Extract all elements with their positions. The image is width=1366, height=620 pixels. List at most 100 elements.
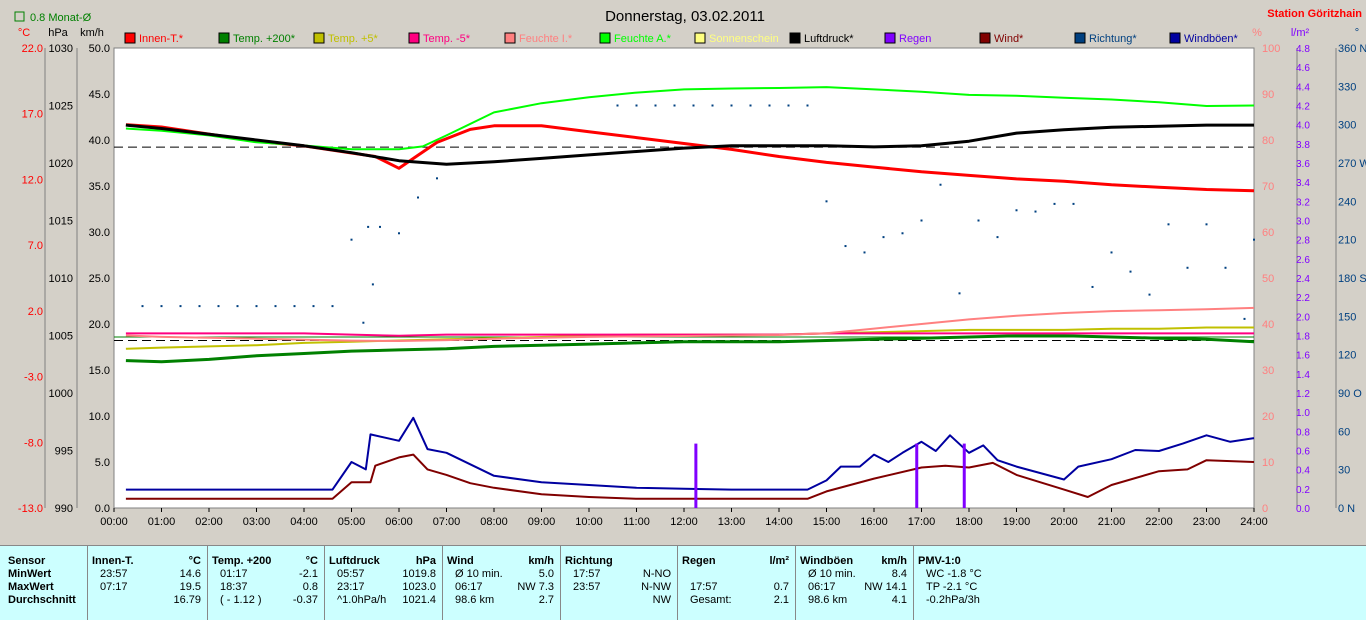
direction-point [236, 305, 239, 308]
tick-wind: 30.0 [89, 227, 110, 239]
direction-point [882, 236, 885, 239]
legend-swatch [1169, 32, 1181, 44]
x-tick-label: 03:00 [243, 516, 271, 528]
x-tick-label: 12:00 [670, 516, 698, 528]
series-line [125, 334, 1255, 364]
series-line [125, 453, 1255, 500]
tick-humidity: 50 [1262, 273, 1274, 285]
direction-point [863, 251, 866, 254]
stats-cell-label: Gesamt: [690, 594, 732, 606]
stats-cell-value: 5.0 [538, 568, 554, 580]
stats-cell-value: °C [305, 555, 318, 567]
stats-cell-label: 23:57 [100, 568, 128, 580]
legend-label: Wind* [994, 33, 1024, 45]
tick-rain: 3.6 [1296, 159, 1310, 170]
direction-point [825, 200, 828, 203]
stats-row [678, 567, 795, 581]
direction-point [692, 104, 695, 107]
stats-row: 98.6 km 2.7 [443, 593, 560, 607]
tick-direction: 0 N [1338, 503, 1355, 515]
direction-point [1072, 202, 1075, 205]
tick-rain: 2.4 [1296, 274, 1310, 285]
direction-point [1224, 266, 1227, 269]
direction-point [331, 305, 334, 308]
legend-label: Innen-T.* [139, 33, 184, 45]
stats-cell-label: Innen-T. [92, 555, 134, 567]
tick-direction: 60 [1338, 426, 1350, 438]
tick-rain: 1.6 [1296, 351, 1310, 362]
stats-header: Sensor [0, 554, 87, 568]
direction-point [730, 104, 733, 107]
tick-rain: 1.8 [1296, 332, 1310, 343]
stats-cell-value: l/m² [769, 555, 789, 567]
stats-cell-label: Ø 10 min. [455, 568, 503, 580]
stats-row: 01:17 -2.1 [208, 567, 324, 581]
legend-swatch [313, 32, 325, 44]
stats-cell-value: 16.79 [173, 594, 201, 606]
series-line [125, 306, 1255, 342]
tick-rain: 2.0 [1296, 312, 1310, 323]
tick-temp: 22.0 [22, 43, 43, 55]
stats-cell-value: -2.1 [299, 568, 318, 580]
stats-column: Regen l/m² 17:57 0.7 Gesamt: 2.1 [678, 546, 796, 620]
stats-cell-value: 19.5 [179, 581, 201, 593]
tick-humidity: 20 [1262, 411, 1274, 423]
x-tick-label: 14:00 [765, 516, 793, 528]
stats-cell-value: 4.1 [891, 594, 907, 606]
direction-point [417, 196, 419, 199]
direction-point [996, 236, 999, 239]
stats-cell-label: 98.6 km [455, 594, 495, 606]
tick-rain: 4.4 [1296, 82, 1310, 93]
direction-point [141, 305, 144, 308]
legend-label: Feuchte A.* [614, 33, 672, 45]
tick-rain: 3.0 [1296, 217, 1310, 228]
legend-label: Temp. +200* [233, 33, 296, 45]
legend-label: Feuchte I.* [519, 33, 573, 45]
direction-point [1253, 238, 1255, 241]
stats-cell-label: MaxWert [8, 581, 54, 593]
legend-swatch [884, 32, 896, 44]
stats-cell-label: -0.2hPa/3h [926, 594, 980, 606]
direction-point [179, 305, 182, 308]
stats-row: ^1.0hPa/h 1021.4 [325, 593, 442, 607]
stats-column: PMV-1:0 WC -1.8 °C TP -2.1 °C -0.2hPa/3h [914, 546, 1366, 620]
direction-point [1243, 317, 1246, 320]
station-label: Station Göritzhain [1267, 8, 1362, 20]
stats-header: Richtung [561, 554, 677, 568]
stats-cell-label: 17:57 [690, 581, 718, 593]
stats-header: Regen l/m² [678, 554, 795, 568]
direction-point [350, 238, 353, 241]
stats-row: NW [561, 593, 677, 607]
tick-rain: 4.2 [1296, 102, 1310, 113]
tick-humidity: 70 [1262, 181, 1274, 193]
tick-pressure: 1000 [49, 388, 73, 400]
legend-swatch [124, 32, 136, 44]
stats-column: Wind km/h Ø 10 min. 5.0 06:17 NW 7.3 98.6 km 2.… [443, 546, 561, 620]
stats-cell-label: PMV-1:0 [918, 555, 961, 567]
direction-point [806, 104, 809, 107]
direction-point [673, 104, 676, 107]
tick-pressure: 1030 [49, 43, 73, 55]
legend-label: Luftdruck* [804, 33, 854, 45]
direction-point [939, 183, 942, 186]
tick-pressure: 1010 [49, 273, 73, 285]
tick-direction: 330 [1338, 81, 1356, 93]
direction-point [1110, 251, 1113, 254]
x-tick-label: 04:00 [290, 516, 318, 528]
tick-direction: 120 [1338, 350, 1356, 362]
tick-pressure: 1005 [49, 331, 73, 343]
direction-point [255, 305, 258, 308]
series-line [125, 416, 1255, 491]
legend-label: Richtung* [1089, 33, 1137, 45]
direction-point [977, 219, 980, 222]
stats-cell-value: km/h [881, 555, 907, 567]
x-tick-label: 10:00 [575, 516, 603, 528]
stats-row: 98.6 km 4.1 [796, 593, 913, 607]
direction-point [920, 219, 923, 222]
direction-point [844, 245, 847, 248]
stats-cell-label: 18:37 [220, 581, 248, 593]
legend-swatch [1074, 32, 1086, 44]
tick-direction: 30 [1338, 465, 1350, 477]
tick-direction: 360 N [1338, 43, 1366, 55]
tick-temp: 2.0 [28, 306, 43, 318]
